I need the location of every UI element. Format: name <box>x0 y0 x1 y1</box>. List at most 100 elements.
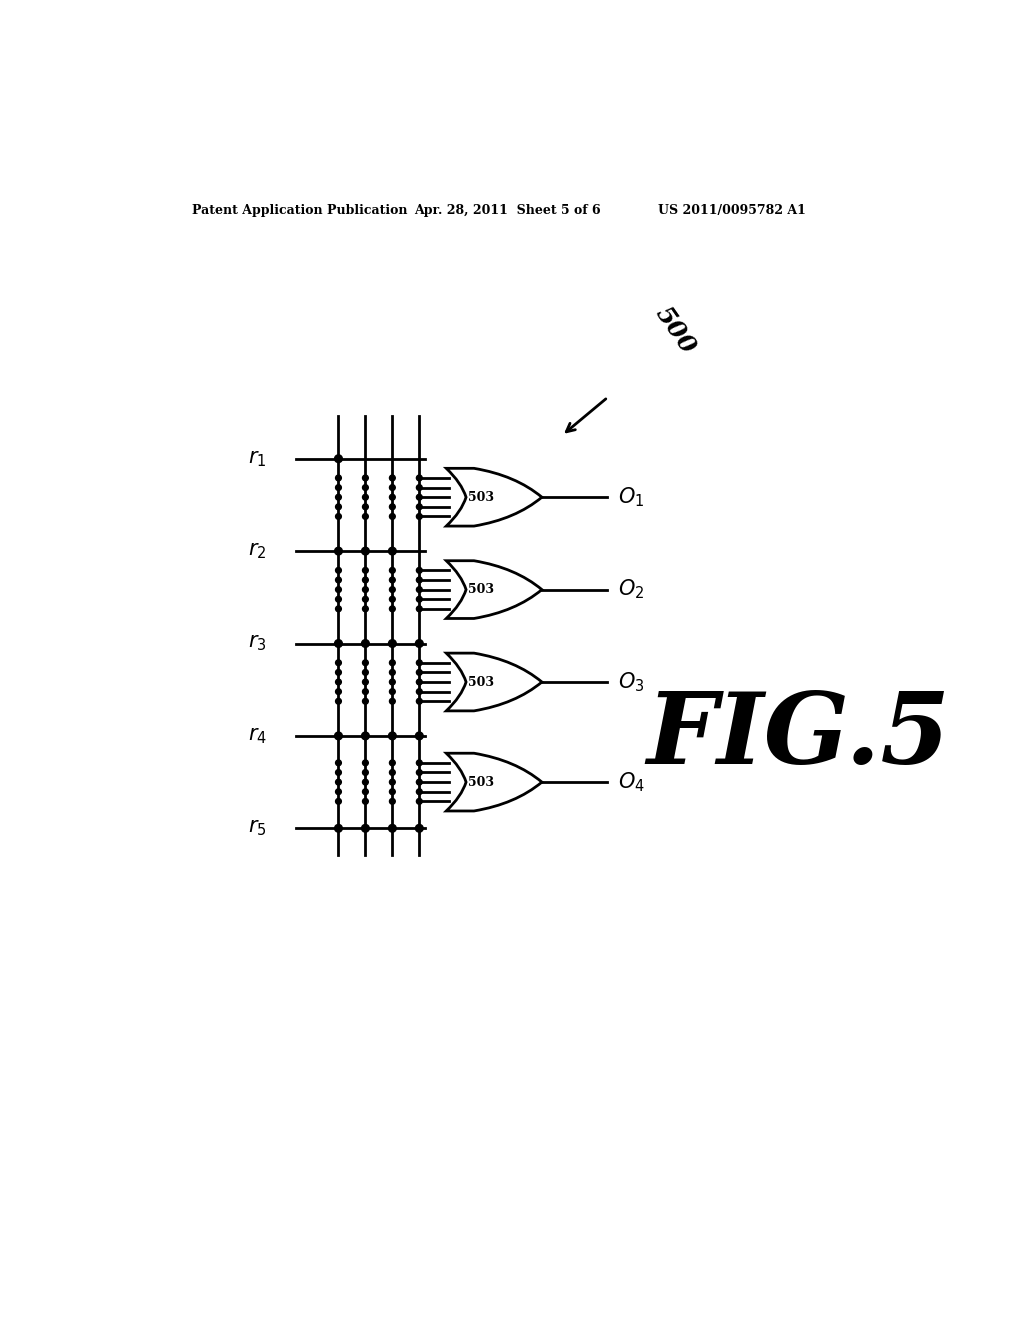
Circle shape <box>335 455 342 462</box>
Circle shape <box>389 698 395 704</box>
Circle shape <box>389 678 395 685</box>
Circle shape <box>362 504 369 510</box>
Circle shape <box>416 640 423 647</box>
Circle shape <box>389 770 395 775</box>
Circle shape <box>362 789 369 795</box>
Circle shape <box>417 606 422 611</box>
Circle shape <box>389 504 395 510</box>
Text: $r_{3}$: $r_{3}$ <box>248 634 267 653</box>
Text: US 2011/0095782 A1: US 2011/0095782 A1 <box>658 205 806 218</box>
Text: $O_{2}$: $O_{2}$ <box>618 578 644 602</box>
Circle shape <box>362 513 369 519</box>
Circle shape <box>389 586 395 593</box>
Circle shape <box>362 568 369 573</box>
Circle shape <box>417 689 422 694</box>
Circle shape <box>362 660 369 665</box>
Circle shape <box>389 779 395 785</box>
Circle shape <box>362 577 369 583</box>
Circle shape <box>336 678 341 685</box>
Circle shape <box>389 577 395 583</box>
Circle shape <box>362 597 369 602</box>
Text: 503: 503 <box>468 676 494 689</box>
Circle shape <box>336 597 341 602</box>
Circle shape <box>388 825 396 832</box>
Circle shape <box>417 586 422 593</box>
Circle shape <box>362 770 369 775</box>
Text: $r_{5}$: $r_{5}$ <box>248 818 267 838</box>
Circle shape <box>336 494 341 500</box>
Circle shape <box>389 799 395 804</box>
Text: FIG.5: FIG.5 <box>646 688 950 784</box>
Circle shape <box>336 568 341 573</box>
Circle shape <box>417 568 422 573</box>
Circle shape <box>389 513 395 519</box>
Circle shape <box>388 733 396 739</box>
Circle shape <box>388 640 396 647</box>
Circle shape <box>362 678 369 685</box>
Circle shape <box>417 577 422 583</box>
Circle shape <box>416 825 423 832</box>
Circle shape <box>335 825 342 832</box>
Circle shape <box>362 484 369 491</box>
Circle shape <box>417 660 422 665</box>
Circle shape <box>361 825 370 832</box>
Text: $O_{3}$: $O_{3}$ <box>618 671 644 694</box>
Circle shape <box>362 779 369 785</box>
Circle shape <box>362 606 369 611</box>
Circle shape <box>417 678 422 685</box>
Circle shape <box>417 669 422 676</box>
Circle shape <box>336 789 341 795</box>
Circle shape <box>389 660 395 665</box>
Text: 503: 503 <box>468 776 494 788</box>
Circle shape <box>362 698 369 704</box>
Circle shape <box>362 475 369 480</box>
Circle shape <box>336 669 341 676</box>
Circle shape <box>336 577 341 583</box>
Circle shape <box>362 760 369 766</box>
Circle shape <box>417 789 422 795</box>
Circle shape <box>417 475 422 480</box>
PathPatch shape <box>446 653 542 711</box>
Circle shape <box>417 770 422 775</box>
PathPatch shape <box>446 561 542 619</box>
Circle shape <box>336 760 341 766</box>
Circle shape <box>336 770 341 775</box>
Circle shape <box>361 640 370 647</box>
Text: $O_{4}$: $O_{4}$ <box>618 771 645 793</box>
Text: Apr. 28, 2011  Sheet 5 of 6: Apr. 28, 2011 Sheet 5 of 6 <box>414 205 600 218</box>
Circle shape <box>417 799 422 804</box>
Text: 503: 503 <box>468 583 494 597</box>
Circle shape <box>336 698 341 704</box>
PathPatch shape <box>446 754 542 810</box>
Circle shape <box>336 513 341 519</box>
Circle shape <box>416 733 423 739</box>
Circle shape <box>389 494 395 500</box>
Circle shape <box>417 760 422 766</box>
Text: $O_{1}$: $O_{1}$ <box>618 486 644 510</box>
Circle shape <box>336 475 341 480</box>
Circle shape <box>336 689 341 694</box>
PathPatch shape <box>446 469 542 527</box>
Circle shape <box>388 548 396 554</box>
Circle shape <box>389 669 395 676</box>
Circle shape <box>336 504 341 510</box>
Circle shape <box>336 660 341 665</box>
Circle shape <box>389 568 395 573</box>
Circle shape <box>417 504 422 510</box>
Circle shape <box>417 698 422 704</box>
Circle shape <box>417 484 422 491</box>
Circle shape <box>417 513 422 519</box>
Circle shape <box>389 789 395 795</box>
Circle shape <box>335 733 342 739</box>
Circle shape <box>362 494 369 500</box>
Circle shape <box>336 799 341 804</box>
Circle shape <box>336 484 341 491</box>
Circle shape <box>336 586 341 593</box>
Text: Patent Application Publication: Patent Application Publication <box>193 205 408 218</box>
Circle shape <box>389 689 395 694</box>
Circle shape <box>362 669 369 676</box>
Circle shape <box>389 760 395 766</box>
Circle shape <box>389 597 395 602</box>
Circle shape <box>335 548 342 554</box>
Text: $r_{1}$: $r_{1}$ <box>249 449 267 469</box>
